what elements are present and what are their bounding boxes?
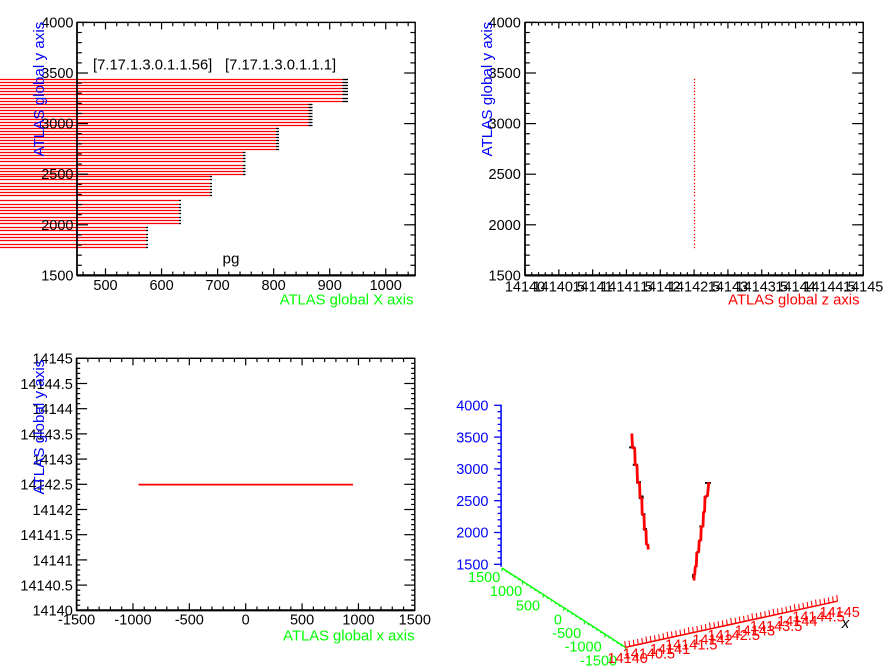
svg-text:900: 900 (318, 278, 342, 294)
svg-text:500: 500 (516, 598, 540, 614)
svg-text:2500: 2500 (41, 167, 73, 183)
svg-text:500: 500 (93, 278, 117, 294)
svg-text:ATLAS global y axis: ATLAS global y axis (31, 21, 48, 156)
svg-text:ATLAS global X axis: ATLAS global X axis (280, 292, 414, 308)
svg-text:ATLAS global x axis: ATLAS global x axis (283, 629, 414, 645)
svg-text:2000: 2000 (41, 218, 73, 234)
svg-text:3000: 3000 (41, 117, 73, 133)
svg-text:14143: 14143 (708, 280, 748, 296)
svg-text:0: 0 (554, 612, 562, 628)
svg-text:3000: 3000 (456, 462, 488, 478)
svg-text:14144.5: 14144.5 (20, 377, 72, 393)
svg-text:1000: 1000 (370, 278, 402, 294)
svg-text:2500: 2500 (456, 494, 488, 510)
svg-text:14144: 14144 (32, 402, 72, 418)
svg-text:14141: 14141 (32, 553, 72, 569)
svg-text:-500: -500 (175, 612, 204, 628)
svg-text:0: 0 (242, 612, 250, 628)
svg-text:14145: 14145 (820, 605, 860, 621)
svg-text:1500: 1500 (489, 268, 521, 284)
svg-text:14141: 14141 (650, 642, 690, 658)
svg-text:-500: -500 (552, 626, 581, 642)
svg-text:14142: 14142 (32, 503, 72, 519)
svg-text:-1500: -1500 (58, 612, 95, 628)
svg-text:14144: 14144 (777, 614, 817, 630)
svg-text:14142.5: 14142.5 (668, 280, 720, 296)
svg-text:2000: 2000 (456, 526, 488, 542)
svg-text:1500: 1500 (399, 612, 431, 628)
svg-text:14140: 14140 (32, 604, 72, 620)
svg-text:3500: 3500 (456, 430, 488, 446)
svg-text:14142.5: 14142.5 (20, 478, 72, 494)
svg-text:14141.5: 14141.5 (665, 637, 717, 653)
svg-text:14142: 14142 (640, 280, 680, 296)
svg-text:14141.5: 14141.5 (20, 528, 72, 544)
svg-text:14145: 14145 (843, 280, 883, 296)
svg-text:2500: 2500 (489, 167, 521, 183)
svg-text:600: 600 (149, 278, 173, 294)
svg-text:[7.17.1.3.0.1.1.1]: [7.17.1.3.0.1.1.1] (225, 57, 336, 73)
svg-text:4000: 4000 (456, 399, 488, 415)
svg-text:3000: 3000 (489, 117, 521, 133)
svg-text:ATLAS global z axis: ATLAS global z axis (728, 292, 859, 308)
svg-text:700: 700 (205, 278, 229, 294)
svg-text:4000: 4000 (489, 15, 521, 31)
svg-text:pg: pg (223, 251, 240, 268)
svg-text:[7.17.1.3.0.1.1.56]: [7.17.1.3.0.1.1.56] (93, 57, 212, 73)
svg-text:14143.5: 14143.5 (20, 427, 72, 443)
svg-text:500: 500 (290, 612, 314, 628)
svg-text:14143.5: 14143.5 (736, 280, 788, 296)
svg-text:1500: 1500 (456, 558, 488, 574)
svg-text:14142: 14142 (692, 633, 732, 649)
svg-text:x: x (841, 615, 850, 632)
svg-text:ATLAS global y axis: ATLAS global y axis (31, 359, 48, 494)
svg-text:14144.5: 14144.5 (792, 610, 844, 626)
svg-text:1000: 1000 (490, 584, 522, 600)
svg-text:1500: 1500 (41, 268, 73, 284)
svg-text:14140: 14140 (608, 651, 648, 667)
svg-text:14143: 14143 (32, 453, 72, 469)
svg-text:14140.5: 14140.5 (533, 280, 585, 296)
svg-text:14142.5: 14142.5 (707, 628, 759, 644)
svg-text:2000: 2000 (489, 218, 521, 234)
svg-text:-1000: -1000 (565, 639, 602, 655)
svg-text:14140.5: 14140.5 (20, 579, 72, 595)
svg-text:14144.5: 14144.5 (803, 280, 855, 296)
svg-text:14143: 14143 (735, 623, 775, 639)
svg-text:ATLAS global y axis: ATLAS global y axis (479, 21, 496, 156)
svg-text:14140.5: 14140.5 (623, 646, 675, 662)
svg-text:3500: 3500 (489, 66, 521, 82)
svg-text:800: 800 (262, 278, 286, 294)
svg-text:14144: 14144 (775, 280, 815, 296)
svg-text:1000: 1000 (342, 612, 374, 628)
svg-text:3500: 3500 (41, 66, 73, 82)
svg-text:14143.5: 14143.5 (750, 619, 802, 635)
svg-text:-1500: -1500 (580, 653, 617, 669)
svg-text:14141.5: 14141.5 (600, 280, 652, 296)
svg-text:-1000: -1000 (114, 612, 151, 628)
svg-text:14140: 14140 (505, 280, 545, 296)
svg-text:14141: 14141 (572, 280, 612, 296)
svg-text:4000: 4000 (41, 15, 73, 31)
svg-text:1500: 1500 (468, 570, 500, 586)
svg-text:14145: 14145 (32, 352, 72, 368)
